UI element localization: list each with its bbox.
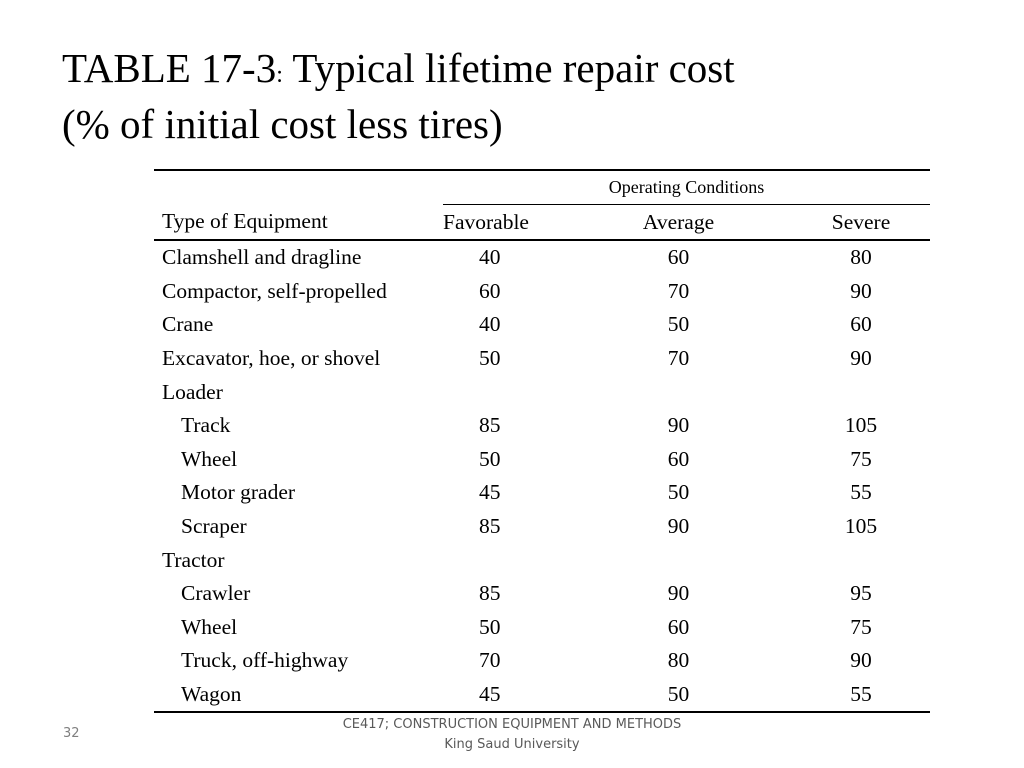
cell-average	[565, 543, 792, 577]
repair-cost-table-container: Operating Conditions Type of Equipment F…	[154, 169, 930, 714]
cell-favorable: 50	[479, 446, 501, 471]
title-table-number: TABLE 17-3	[62, 45, 277, 91]
column-header-average: Average	[565, 204, 792, 241]
title-colon: :	[276, 62, 283, 88]
cell-favorable: 60	[479, 278, 501, 303]
table-row: Clamshell and dragline 40 60 80	[154, 240, 930, 275]
cell-average: 70	[667, 278, 690, 303]
footer-university: King Saud University	[444, 737, 580, 752]
table-row: Scraper 85 90 105	[154, 510, 930, 544]
cell-average: 90	[667, 514, 690, 539]
table-row: Wagon 45 50 55	[154, 677, 930, 714]
cell-average: 50	[565, 677, 792, 714]
cell-severe: 80	[850, 245, 872, 270]
cell-severe: 60	[850, 312, 872, 337]
cell-equipment-type: Crane	[162, 312, 214, 337]
cell-equipment-type: Compactor, self-propelled	[162, 278, 387, 303]
cell-favorable	[443, 543, 565, 577]
operating-conditions-header: Operating Conditions	[443, 169, 930, 205]
cell-average: 90	[667, 581, 690, 606]
table-row: Crawler 85 90 95	[154, 577, 930, 611]
column-header-severe: Severe	[792, 204, 930, 241]
cell-favorable: 40	[479, 312, 501, 337]
cell-equipment-type: Excavator, hoe, or shovel	[162, 346, 381, 371]
cell-severe	[792, 375, 930, 409]
slide-title: TABLE 17-3: Typical lifetime repair cost…	[62, 44, 735, 149]
cell-equipment-type: Wagon	[154, 677, 443, 714]
table-row: Truck, off-highway 70 80 90	[154, 644, 930, 678]
column-header-type: Type of Equipment	[154, 204, 443, 241]
cell-favorable: 50	[479, 346, 501, 371]
cell-favorable: 45	[443, 677, 565, 714]
title-heading: Typical lifetime repair cost	[282, 45, 735, 91]
cell-severe: 55	[850, 480, 872, 505]
cell-average: 50	[667, 480, 690, 505]
cell-equipment-type: Tractor	[162, 547, 225, 572]
cell-severe: 105	[844, 413, 878, 438]
cell-severe: 75	[850, 446, 872, 471]
table-row: Tractor	[154, 543, 930, 577]
page-number: 32	[63, 726, 80, 741]
cell-favorable: 85	[479, 514, 501, 539]
cell-severe: 90	[850, 346, 872, 371]
table-row: Wheel 50 60 75	[154, 611, 930, 645]
cell-equipment-type: Clamshell and dragline	[162, 245, 362, 270]
table-group-header-row: Operating Conditions	[154, 169, 930, 205]
slide-footer: CE417; CONSTRUCTION EQUIPMENT AND METHOD…	[0, 715, 1024, 755]
cell-favorable: 70	[479, 648, 501, 673]
table-row: Motor grader 45 50 55	[154, 476, 930, 510]
cell-average: 60	[667, 245, 690, 270]
cell-favorable: 50	[479, 614, 501, 639]
table-body: Clamshell and dragline 40 60 80 Compactor, s…	[154, 240, 930, 714]
cell-equipment-type: Loader	[162, 379, 223, 404]
cell-favorable	[443, 375, 565, 409]
cell-severe: 90	[850, 278, 872, 303]
table-row: Track 85 90 105	[154, 409, 930, 443]
cell-favorable: 85	[479, 413, 501, 438]
cell-severe	[792, 543, 930, 577]
repair-cost-table: Operating Conditions Type of Equipment F…	[154, 169, 930, 714]
table-row: Excavator, hoe, or shovel 50 70 90	[154, 342, 930, 376]
cell-severe: 95	[850, 581, 872, 606]
cell-favorable: 45	[479, 480, 501, 505]
title-subheading: (% of initial cost less tires)	[62, 101, 503, 147]
cell-equipment-type: Scraper	[181, 514, 247, 539]
cell-equipment-type: Motor grader	[181, 480, 296, 505]
cell-severe: 55	[792, 677, 930, 714]
cell-equipment-type: Track	[181, 413, 231, 438]
cell-average: 90	[667, 413, 690, 438]
cell-severe: 90	[850, 648, 872, 673]
table-row: Wheel 50 60 75	[154, 443, 930, 477]
cell-average	[565, 375, 792, 409]
footer-course: CE417; CONSTRUCTION EQUIPMENT AND METHOD…	[342, 717, 682, 732]
cell-equipment-type: Crawler	[181, 581, 251, 606]
cell-equipment-type: Wheel	[181, 614, 238, 639]
cell-equipment-type: Truck, off-highway	[181, 648, 349, 673]
cell-favorable: 85	[479, 581, 501, 606]
cell-severe: 75	[850, 614, 872, 639]
table-row: Crane 40 50 60	[154, 308, 930, 342]
table-group-header-blank	[154, 169, 443, 205]
cell-favorable: 40	[479, 245, 501, 270]
cell-average: 60	[667, 446, 690, 471]
cell-equipment-type: Wheel	[181, 446, 238, 471]
cell-average: 70	[667, 346, 690, 371]
table-row: Compactor, self-propelled 60 70 90	[154, 275, 930, 309]
cell-average: 60	[667, 614, 690, 639]
column-header-favorable: Favorable	[443, 204, 565, 241]
table-row: Loader	[154, 375, 930, 409]
cell-average: 50	[667, 312, 690, 337]
cell-severe: 105	[844, 514, 878, 539]
table-column-header-row: Type of Equipment Favorable Average Seve…	[154, 204, 930, 241]
cell-average: 80	[667, 648, 690, 673]
